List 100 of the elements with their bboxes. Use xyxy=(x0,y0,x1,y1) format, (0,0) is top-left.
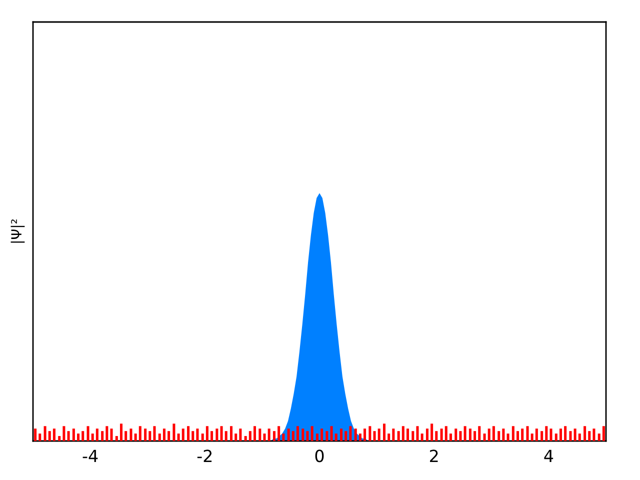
bar xyxy=(382,424,386,441)
bar xyxy=(134,434,137,441)
bar xyxy=(216,428,218,441)
bar xyxy=(38,434,42,441)
x-tick-label: 0 xyxy=(315,450,324,462)
bar xyxy=(77,434,80,441)
bar xyxy=(210,431,214,441)
bar xyxy=(316,434,318,441)
bar xyxy=(468,428,472,441)
bar xyxy=(282,434,285,441)
bar xyxy=(592,428,596,441)
bar xyxy=(521,428,524,441)
bar xyxy=(148,431,152,441)
bar xyxy=(578,434,581,441)
bar xyxy=(344,431,348,441)
bar xyxy=(201,434,204,441)
bar xyxy=(310,426,314,441)
x-tick-label: -2 xyxy=(197,450,212,462)
bar xyxy=(334,434,338,441)
bar xyxy=(440,428,443,441)
bar xyxy=(512,426,514,441)
bar xyxy=(326,431,328,441)
bar xyxy=(540,431,544,441)
bar xyxy=(82,431,84,441)
bar xyxy=(320,428,324,441)
bar xyxy=(574,428,576,441)
bar xyxy=(492,426,495,441)
bar xyxy=(498,431,500,441)
bar xyxy=(48,431,51,441)
bar xyxy=(224,431,228,441)
x-tick-label: 2 xyxy=(430,450,438,462)
bar xyxy=(144,428,147,441)
bar xyxy=(302,428,304,441)
bar xyxy=(530,434,534,441)
y-axis-title: |Ψ|² xyxy=(10,219,25,243)
bar xyxy=(196,428,199,441)
bar xyxy=(535,428,538,441)
bar xyxy=(239,428,242,441)
bar xyxy=(52,428,56,441)
bar xyxy=(444,426,448,441)
bar xyxy=(72,428,75,441)
bar xyxy=(292,431,294,441)
bar xyxy=(268,428,270,441)
bar xyxy=(564,426,567,441)
bar xyxy=(330,426,333,441)
bar xyxy=(402,426,404,441)
bar xyxy=(182,428,184,441)
bar xyxy=(474,431,476,441)
bar xyxy=(296,426,299,441)
bar xyxy=(392,428,395,441)
bar xyxy=(96,428,98,441)
bar xyxy=(253,426,256,441)
bar xyxy=(138,426,142,441)
bar xyxy=(349,426,352,441)
bar xyxy=(263,434,266,441)
bar xyxy=(478,426,481,441)
bar xyxy=(244,436,247,441)
bar xyxy=(67,431,70,441)
bar xyxy=(526,426,529,441)
bar xyxy=(488,428,490,441)
bar xyxy=(258,428,262,441)
bar xyxy=(502,428,505,441)
bar xyxy=(115,436,118,441)
bar xyxy=(569,431,572,441)
bar xyxy=(354,428,357,441)
bar xyxy=(373,431,376,441)
bar xyxy=(91,434,94,441)
bar xyxy=(162,428,166,441)
bar xyxy=(449,434,452,441)
bar xyxy=(110,428,113,441)
bar xyxy=(206,426,208,441)
bar xyxy=(34,428,37,441)
bar xyxy=(454,428,458,441)
bar xyxy=(340,428,343,441)
bar xyxy=(124,431,128,441)
bar xyxy=(559,428,562,441)
bar xyxy=(44,426,46,441)
bar xyxy=(106,426,108,441)
x-tick-label: -4 xyxy=(82,450,98,462)
bar xyxy=(187,426,190,441)
bar xyxy=(168,431,170,441)
bar xyxy=(435,431,438,441)
bar xyxy=(272,431,276,441)
bar xyxy=(220,426,223,441)
bar xyxy=(364,428,366,441)
bar xyxy=(234,434,238,441)
bar xyxy=(584,426,586,441)
bar xyxy=(230,426,233,441)
bar xyxy=(459,431,462,441)
bar xyxy=(430,424,434,441)
bar xyxy=(464,426,466,441)
x-tick-label: 4 xyxy=(544,450,554,462)
bar xyxy=(483,434,486,441)
bar xyxy=(58,436,61,441)
bar xyxy=(62,426,66,441)
bar xyxy=(588,431,591,441)
bar xyxy=(388,434,390,441)
bar xyxy=(406,428,410,441)
bar xyxy=(177,434,180,441)
bar xyxy=(545,426,548,441)
